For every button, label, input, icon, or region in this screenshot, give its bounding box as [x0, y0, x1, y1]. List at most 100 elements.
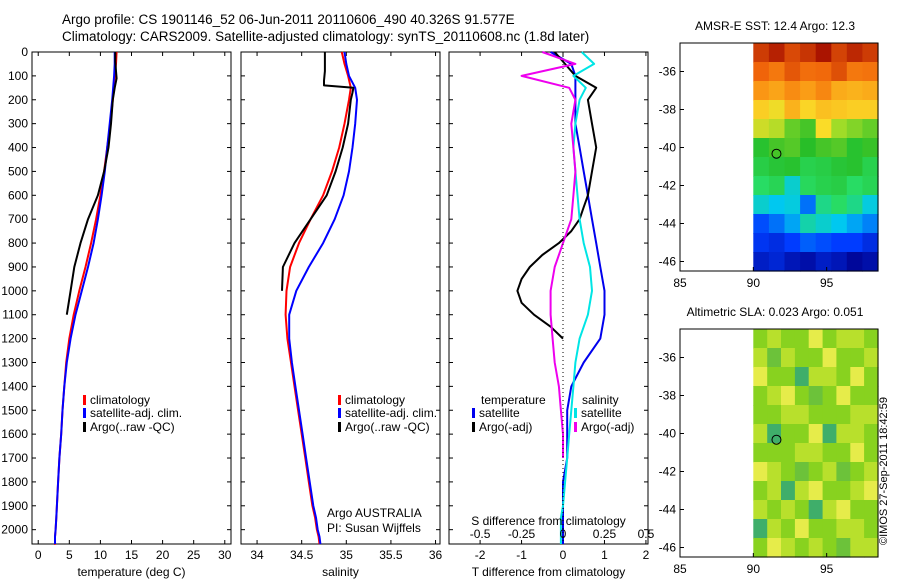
map-cell-sla	[753, 405, 768, 425]
map-lon-label: 95	[820, 276, 834, 290]
map-cell-sla	[781, 386, 796, 406]
legend-diff-t-argo-swatch	[472, 422, 475, 432]
map-cell-sst	[768, 176, 786, 196]
x-tick-label: 30	[218, 548, 232, 562]
legend-diff-s-argo-swatch	[574, 422, 577, 432]
map-cell-sla	[850, 443, 865, 463]
map-cell-sst	[768, 252, 786, 272]
map-cell-sla	[808, 386, 824, 406]
series-line-argo-raw-qc-	[281, 52, 355, 291]
map-cell-sla	[781, 329, 796, 349]
float-location-marker-sst	[771, 148, 782, 159]
map-cell-sla	[767, 443, 782, 463]
x-tick-label: 5	[66, 548, 73, 562]
map-cell-sla	[753, 424, 768, 444]
map-lon-label: 85	[673, 276, 687, 290]
map-cell-sla	[767, 462, 782, 482]
map-cell-sla	[808, 519, 824, 539]
series-line-salinity-argo-adj-	[520, 51, 577, 458]
map-cell-sla	[781, 538, 796, 558]
map-lat-label: -46	[659, 255, 677, 269]
map-cell-sst	[831, 138, 848, 158]
map-cell-sla	[767, 481, 782, 501]
map-cell-sla	[836, 386, 851, 406]
float-location-marker-sla	[771, 434, 782, 445]
y-tick-label: 2000	[1, 523, 28, 537]
map-cell-sst	[862, 214, 879, 234]
map-cell-sla	[767, 386, 782, 406]
map-cell-sst	[768, 138, 786, 158]
x-tick-label: 10	[94, 548, 108, 562]
map-cell-sla	[864, 348, 879, 368]
map-cell-sla	[753, 519, 768, 539]
map-cell-sla	[850, 329, 865, 349]
map-cell-sst	[784, 214, 801, 234]
x-tick-label: 0	[35, 548, 42, 562]
legend-diff-t-satellite-label: satellite	[479, 406, 520, 420]
s-diff-tick-label: 0.25	[593, 527, 617, 541]
map-cell-sla	[767, 538, 782, 558]
panel-frame-temp	[31, 51, 232, 545]
map-cell-sst	[862, 62, 879, 82]
map-cell-sla	[864, 519, 879, 539]
series-line-satellite-adj-clim-	[54, 52, 116, 544]
map-cell-sla	[822, 329, 838, 349]
map-cell-sla	[753, 329, 768, 349]
map-cell-sla	[822, 386, 838, 406]
map-cell-sst	[862, 252, 879, 272]
map-cell-sla	[794, 329, 810, 349]
map-cell-sst	[768, 119, 786, 139]
map-cell-sst	[862, 81, 879, 101]
legend-sal-climatology-swatch	[338, 395, 341, 405]
map-cell-sst	[862, 138, 879, 158]
map-cell-sla	[767, 519, 782, 539]
map-cell-sla	[850, 424, 865, 444]
map-cell-sla	[808, 538, 824, 558]
map-cell-sla	[850, 405, 865, 425]
legend-temp-climatology-label: climatology	[90, 393, 150, 407]
map-cell-sst	[831, 214, 848, 234]
map-cell-sla	[822, 519, 838, 539]
y-tick-label: 700	[8, 212, 28, 226]
map-cell-sst	[831, 157, 848, 177]
map-cell-sst	[800, 138, 817, 158]
map-cell-sla	[864, 538, 879, 558]
map-cell-sla	[808, 481, 824, 501]
map-cell-sla	[794, 348, 810, 368]
map-cell-sst	[831, 43, 848, 63]
map-cell-sst	[784, 138, 801, 158]
figure-title-line1: Argo profile: CS 1901146_52 06-Jun-2011 …	[62, 12, 515, 27]
map-cell-sst	[815, 138, 832, 158]
map-cell-sla	[781, 443, 796, 463]
map-cell-sla	[864, 329, 879, 349]
y-tick-label: 1000	[1, 284, 28, 298]
map-cell-sla	[836, 329, 851, 349]
map-cell-sst	[846, 100, 863, 120]
map-cell-sst	[800, 233, 817, 253]
map-cell-sst	[753, 62, 770, 82]
map-cell-sst	[831, 233, 848, 253]
map-lat-label: -40	[659, 427, 677, 441]
map-cell-sst	[768, 81, 786, 101]
map-cell-sst	[784, 62, 801, 82]
map-cell-sst	[753, 176, 770, 196]
sst-map-title: AMSR-E SST: 12.4 Argo: 12.3	[694, 19, 856, 33]
map-cell-sla	[794, 443, 810, 463]
map-cell-sla	[864, 500, 879, 520]
map-cell-sst	[768, 195, 786, 215]
map-cell-sst	[753, 195, 770, 215]
map-cell-sst	[846, 195, 863, 215]
map-cell-sla	[850, 519, 865, 539]
map-cell-sla	[836, 405, 851, 425]
map-cell-sla	[850, 367, 865, 387]
map-cell-sst	[768, 233, 786, 253]
map-cell-sla	[864, 386, 879, 406]
map-cell-sla	[850, 538, 865, 558]
map-cell-sst	[815, 214, 832, 234]
map-cell-sla	[850, 481, 865, 501]
map-cell-sla	[753, 367, 768, 387]
map-cell-sla	[781, 424, 796, 444]
map-cell-sla	[808, 405, 824, 425]
map-cell-sla	[794, 519, 810, 539]
map-cell-sla	[794, 386, 810, 406]
